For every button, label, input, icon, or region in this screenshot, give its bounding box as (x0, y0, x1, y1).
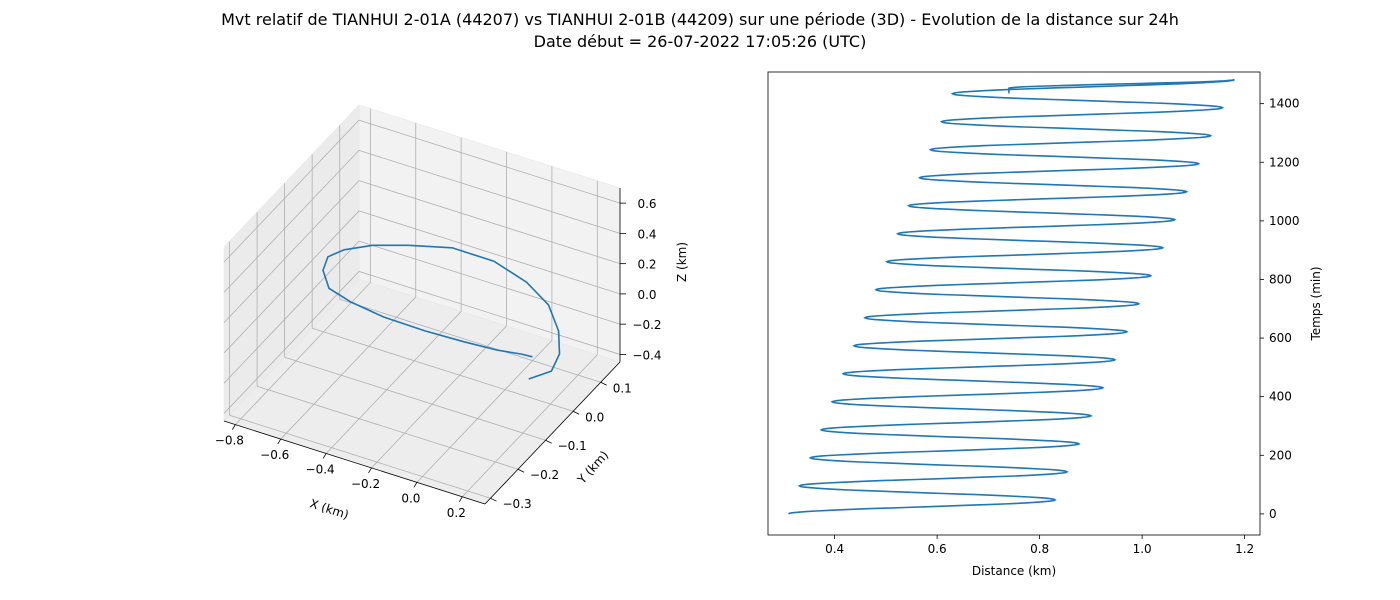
y-tick-label: 0.1 (613, 381, 632, 395)
z-tick-label: 0.4 (637, 227, 656, 241)
floor-grid-y (256, 385, 519, 470)
side-grid-z (223, 210, 360, 354)
side-grid-z (223, 240, 360, 384)
floor-grid-x (462, 354, 598, 498)
y-tick-label: −0.2 (530, 468, 559, 482)
x-axis-label: Distance (km) (972, 564, 1056, 578)
back-grid-z (358, 271, 621, 355)
y-tick-mark (517, 468, 525, 473)
y-tick-mark (545, 439, 552, 444)
floor-grid-y (284, 356, 546, 441)
floor-grid-y (339, 298, 601, 383)
y-axis-line (484, 361, 621, 505)
x-tick-label: 0.4 (825, 542, 844, 556)
y-axis-label: Y (km) (574, 448, 611, 487)
x-tick-label: 0.0 (401, 491, 420, 505)
x-tick-mark (277, 438, 282, 445)
z-tick-label: 0.0 (637, 288, 656, 302)
x-tick-label: −0.6 (260, 448, 289, 462)
y-tick-label: 800 (1269, 272, 1292, 286)
x-tick-mark (413, 482, 418, 488)
z-tick-label: −0.2 (632, 318, 661, 332)
y-tick-label: 0 (1269, 507, 1277, 521)
y-tick-label: −0.1 (558, 439, 587, 453)
distance-time-plot: 0.4 0.6 0.8 1.0 1.2 0 200 400 600 800 1000 1200 1400… (767, 71, 1323, 578)
relative-motion-3d-plot: −0.8 −0.6 −0.4 −0.2 0.0 0.2 −0.3 −0.2 −0.1 0.0 0.1… (215, 104, 689, 522)
y-tick-label: 0.0 (585, 410, 604, 424)
plot-frame (767, 71, 1261, 536)
y-tick-label: 600 (1269, 331, 1292, 345)
y-tick-label: 1200 (1269, 155, 1300, 169)
back-grid-z (358, 119, 621, 204)
x-tick-label: 0.6 (928, 542, 947, 556)
y-tick-label: −0.3 (503, 497, 532, 511)
back-grid-z (358, 240, 621, 325)
floor-grid-x (371, 325, 507, 469)
z-tick-label: −0.4 (632, 348, 661, 362)
y-tick-label: 1400 (1269, 97, 1300, 111)
chart-subtitle: Date début = 26-07-2022 17:05:26 (UTC) (533, 32, 867, 51)
distance-series-line (788, 78, 1235, 515)
y-tick-label: 400 (1269, 390, 1292, 404)
y-tick-mark (600, 381, 607, 386)
y-tick-mark (572, 410, 580, 415)
x-tick-mark (368, 467, 372, 474)
y-tick-label: 1000 (1269, 214, 1300, 228)
x-axis-label: X (km) (308, 496, 350, 522)
x-tick-mark (232, 424, 236, 430)
x-tick-label: 0.8 (1030, 542, 1049, 556)
side-grid-z (223, 150, 360, 293)
y-axis-label: Temps (min) (1309, 266, 1323, 341)
floor-grid-x (416, 340, 553, 483)
floor-grid-y (229, 414, 491, 499)
y-tick-mark (490, 497, 497, 502)
x-tick-label: 1.2 (1235, 542, 1254, 556)
z-tick-label: 0.2 (637, 258, 656, 272)
side-pane (223, 104, 360, 422)
side-grid-z (223, 271, 360, 414)
chart-title: Mvt relatif de TIANHUI 2-01A (44207) vs … (221, 10, 1179, 29)
trajectory-line (322, 244, 561, 380)
x-tick-label: −0.4 (306, 462, 335, 476)
x-tick-label: −0.2 (351, 477, 380, 491)
x-axis-line (223, 420, 486, 505)
x-tick-mark (322, 453, 327, 459)
floor-grid-x (235, 282, 371, 425)
x-tick-label: 1.0 (1133, 542, 1152, 556)
x-tick-label: −0.8 (215, 434, 244, 448)
x-tick-mark (458, 496, 463, 502)
z-tick-label: 0.6 (637, 197, 656, 211)
back-grid-z (358, 210, 621, 295)
back-grid-z (358, 150, 621, 234)
x-tick-label: 0.2 (447, 506, 466, 520)
back-grid-z (358, 180, 621, 265)
side-grid-z (223, 180, 360, 323)
y-tick-label: 200 (1269, 448, 1292, 462)
floor-grid-y (312, 327, 574, 412)
z-axis-label: Z (km) (675, 242, 689, 282)
side-grid-z (223, 119, 360, 263)
